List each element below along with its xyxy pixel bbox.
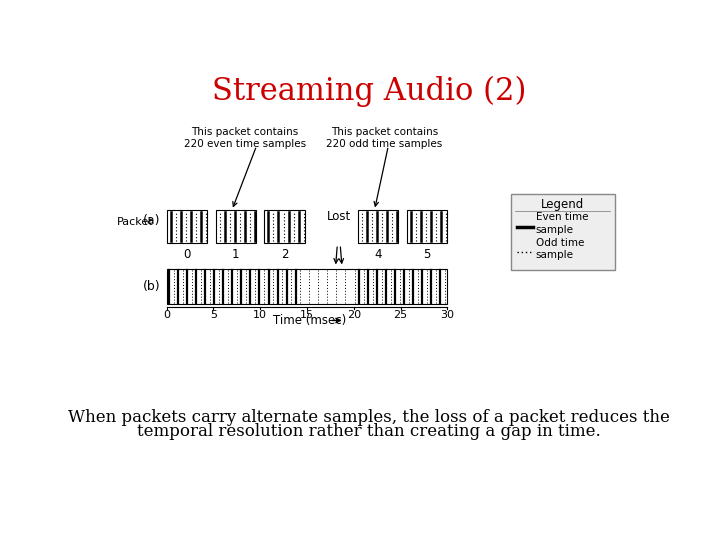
Text: 0: 0	[183, 248, 191, 261]
Text: 10: 10	[253, 310, 267, 320]
Text: 25: 25	[393, 310, 408, 320]
Text: Even time
sample: Even time sample	[536, 212, 588, 234]
Text: When packets carry alternate samples, the loss of a packet reduces the: When packets carry alternate samples, th…	[68, 409, 670, 426]
Text: 5: 5	[423, 248, 431, 261]
Text: Streaming Audio (2): Streaming Audio (2)	[212, 76, 526, 107]
Text: (a): (a)	[143, 214, 161, 227]
Text: 5: 5	[210, 310, 217, 320]
Text: Lost: Lost	[327, 211, 351, 224]
Text: Time (msec): Time (msec)	[274, 314, 346, 327]
Text: 30: 30	[440, 310, 454, 320]
Bar	[167, 211, 207, 242]
Text: temporal resolution rather than creating a gap in time.: temporal resolution rather than creating…	[137, 423, 601, 440]
Text: Odd time
sample: Odd time sample	[536, 238, 584, 260]
Text: 20: 20	[347, 310, 361, 320]
Text: This packet contains
220 odd time samples: This packet contains 220 odd time sample…	[326, 127, 443, 148]
Text: This packet contains
220 even time samples: This packet contains 220 even time sampl…	[184, 127, 306, 148]
Text: Legend: Legend	[541, 198, 585, 211]
Bar	[215, 211, 256, 242]
Text: 2: 2	[281, 248, 288, 261]
Text: 4: 4	[374, 248, 382, 261]
Bar	[264, 211, 305, 242]
Text: 1: 1	[232, 248, 240, 261]
Bar	[358, 211, 398, 242]
FancyBboxPatch shape	[510, 194, 615, 271]
Text: Packet: Packet	[117, 217, 153, 227]
Text: (b): (b)	[143, 280, 161, 293]
Text: 15: 15	[300, 310, 314, 320]
Text: 0: 0	[163, 310, 170, 320]
Bar	[167, 269, 447, 303]
Bar	[407, 211, 447, 242]
